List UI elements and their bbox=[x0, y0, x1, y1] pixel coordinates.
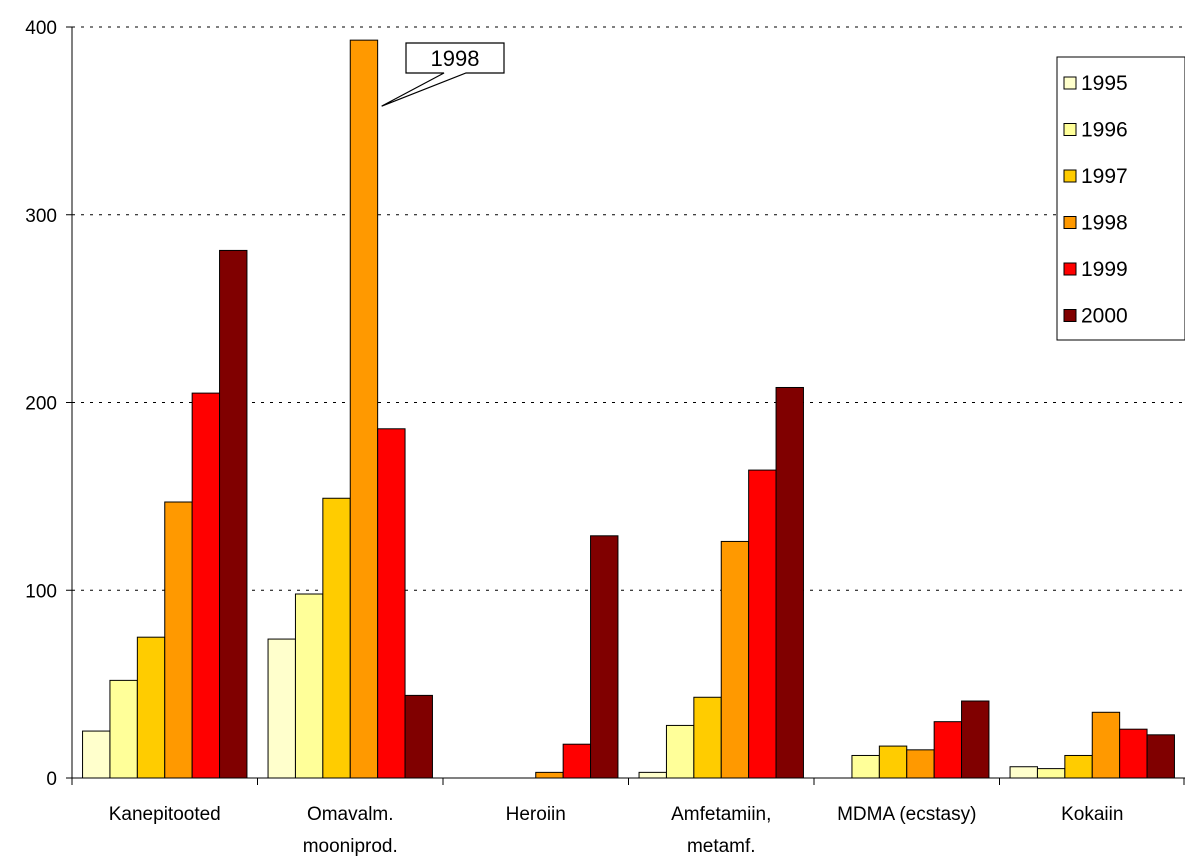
bar-2000-0 bbox=[219, 249, 248, 779]
bar-1997-0 bbox=[136, 636, 166, 779]
bar-2000-4 bbox=[961, 700, 990, 779]
bar-1998-1 bbox=[349, 39, 379, 779]
legend-label-1995: 1995 bbox=[1081, 72, 1128, 95]
y-tick-label: 300 bbox=[25, 206, 57, 227]
legend-swatch-1996 bbox=[1063, 123, 1077, 136]
y-tick-label: 200 bbox=[25, 394, 57, 415]
bar-1995-3 bbox=[638, 771, 667, 779]
bars bbox=[82, 39, 1175, 779]
bar-1999-2 bbox=[562, 743, 592, 779]
x-axis-ticks: Kanepitooted Omavalm. mooniprod. Heroiin Amf… bbox=[71, 778, 1185, 857]
x-category-label: Omavalm. bbox=[307, 804, 394, 825]
bar-2000-1 bbox=[404, 694, 433, 779]
legend-box bbox=[1056, 56, 1185, 341]
bar-1996-1 bbox=[294, 593, 324, 779]
legend-label-2000: 2000 bbox=[1081, 305, 1128, 328]
legend-swatch-1999 bbox=[1063, 262, 1077, 276]
y-tick-label: 400 bbox=[25, 18, 57, 39]
bar-1996-0 bbox=[109, 679, 138, 779]
bar-1996-5 bbox=[1036, 768, 1066, 779]
callout-box bbox=[381, 42, 505, 107]
bar-1997-3 bbox=[693, 696, 722, 779]
legend: 1995 1996 1997 1998 1999 2000 bbox=[1056, 56, 1185, 341]
legend-label-1998: 1998 bbox=[1081, 212, 1128, 235]
x-category-label: Heroiin bbox=[506, 804, 566, 825]
annotation-callout: 1998 bbox=[381, 42, 505, 107]
bar-1998-5 bbox=[1091, 711, 1121, 779]
gridlines bbox=[72, 26, 1185, 591]
legend-swatch-2000 bbox=[1063, 309, 1077, 322]
x-category-label: mooniprod. bbox=[303, 836, 398, 857]
bar-1996-3 bbox=[665, 724, 695, 779]
y-axis-ticks: 0 100 200 300 400 bbox=[25, 18, 72, 790]
x-category-label: MDMA (ecstasy) bbox=[837, 804, 976, 825]
x-category-label: metamf. bbox=[687, 836, 756, 857]
bar-1999-3 bbox=[748, 469, 777, 779]
bar-2000-5 bbox=[1146, 734, 1175, 779]
x-category-label: Amfetamiin, bbox=[671, 804, 771, 825]
bar-2000-3 bbox=[775, 386, 804, 779]
bar-1997-4 bbox=[878, 745, 908, 779]
bar-2000-2 bbox=[590, 535, 619, 779]
y-tick-label: 0 bbox=[46, 769, 57, 790]
bar-1998-3 bbox=[720, 540, 750, 779]
legend-label-1996: 1996 bbox=[1081, 119, 1128, 142]
x-category-label: Kokaiin bbox=[1061, 804, 1123, 825]
bar-1995-5 bbox=[1009, 766, 1038, 779]
bar-1995-0 bbox=[82, 730, 111, 779]
bar-1995-1 bbox=[267, 638, 296, 779]
bar-1996-4 bbox=[851, 754, 880, 779]
legend-label-1999: 1999 bbox=[1081, 258, 1128, 281]
bar-1998-4 bbox=[906, 749, 935, 779]
y-tick-label: 100 bbox=[25, 581, 57, 602]
x-category-label: Kanepitooted bbox=[109, 804, 221, 825]
bar-1999-4 bbox=[933, 721, 963, 779]
bar-1998-0 bbox=[164, 501, 193, 779]
legend-swatch-1997 bbox=[1063, 169, 1077, 183]
bar-1999-1 bbox=[377, 428, 406, 779]
bar-1999-5 bbox=[1119, 728, 1148, 779]
legend-swatch-1995 bbox=[1063, 76, 1077, 90]
legend-swatch-1998 bbox=[1063, 216, 1077, 229]
bar-1998-2 bbox=[535, 771, 564, 779]
bar-1999-0 bbox=[191, 392, 221, 779]
callout-label: 1998 bbox=[431, 46, 480, 71]
bar-1997-1 bbox=[322, 497, 351, 779]
bar-1997-5 bbox=[1064, 754, 1093, 779]
legend-label-1997: 1997 bbox=[1081, 165, 1128, 188]
